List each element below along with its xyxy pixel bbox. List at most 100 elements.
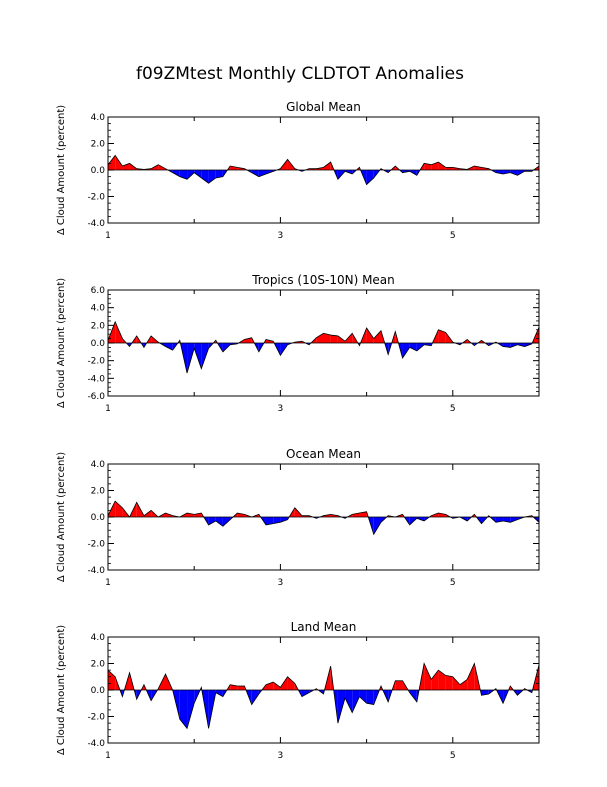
negative-anomaly-area [179, 690, 188, 729]
positive-anomaly-area [445, 675, 453, 690]
y-axis-label: Δ Cloud Amount (percent) [56, 452, 67, 582]
positive-anomaly-area [424, 663, 432, 690]
negative-anomaly-area [337, 690, 346, 724]
series-line [107, 662, 540, 730]
x-tick-label: 3 [278, 751, 284, 761]
y-tick-label: 0.0 [91, 166, 106, 176]
x-tick-label: 5 [450, 751, 456, 761]
positive-anomaly-area [266, 339, 274, 343]
panel-title: Land Mean [291, 620, 357, 634]
y-tick-label: -2.0 [87, 193, 105, 203]
x-tick-label: 5 [450, 578, 456, 588]
x-tick-label: 3 [278, 404, 284, 414]
y-tick-label: -6.0 [87, 392, 105, 402]
negative-anomaly-area [510, 170, 518, 176]
series-line [107, 320, 540, 374]
y-tick-label: -2.0 [87, 713, 105, 723]
negative-anomaly-area [366, 170, 374, 185]
y-axis-label: Δ Cloud Amount (percent) [56, 278, 67, 408]
x-tick-label: 1 [105, 231, 111, 241]
positive-anomaly-area [194, 513, 202, 517]
positive-anomaly-area [373, 330, 381, 343]
negative-anomaly-area [201, 343, 209, 369]
positive-anomaly-area [438, 329, 446, 343]
y-tick-label: 2.0 [91, 487, 106, 497]
x-tick-label: 1 [105, 578, 111, 588]
y-tick-label: 0.0 [91, 339, 106, 349]
figure-title: f09ZMtest Monthly CLDTOT Anomalies [136, 64, 464, 84]
negative-anomaly-area [194, 170, 202, 178]
y-tick-label: -2.0 [87, 357, 105, 367]
negative-anomaly-area [215, 170, 223, 178]
y-tick-label: -2.0 [87, 540, 105, 550]
y-tick-label: 6.0 [91, 286, 106, 296]
chart-panel-4: Land Mean 4.0 2.0 0.0 -2.0 -4.01 3 5 Δ Cloud Amo… [56, 620, 540, 761]
y-tick-label: 2.0 [91, 140, 106, 150]
positive-anomaly-area [115, 501, 123, 517]
negative-anomaly-area [222, 517, 231, 527]
series-line [107, 154, 540, 186]
negative-anomaly-area [409, 343, 417, 351]
y-axis-label: Δ Cloud Amount (percent) [56, 105, 67, 235]
series-line [107, 500, 540, 536]
positive-anomaly-area [431, 670, 439, 690]
negative-anomaly-area [194, 343, 202, 369]
chart-panel-2: Tropics (10S-10N) Mean 6.0 4.0 2.0 0.0 -2.0 -4… [56, 273, 540, 414]
x-tick-label: 1 [105, 751, 111, 761]
y-tick-label: 4.0 [91, 304, 106, 314]
chart-panel-3: Ocean Mean 4.0 2.0 0.0 -2.0 -4.01 3 5 Δ Cloud Am… [56, 447, 540, 588]
positive-anomaly-area [452, 676, 460, 690]
y-tick-label: -4.0 [87, 374, 105, 384]
x-tick-label: 1 [105, 404, 111, 414]
y-tick-label: 2.0 [91, 660, 106, 670]
positive-anomaly-area [244, 337, 252, 343]
negative-anomaly-area [366, 690, 374, 705]
negative-anomaly-area [359, 690, 367, 704]
positive-anomaly-area [445, 167, 453, 170]
negative-anomaly-area [251, 690, 259, 705]
positive-anomaly-area [330, 335, 338, 343]
positive-anomaly-area [108, 155, 116, 170]
y-tick-label: 0.0 [91, 513, 106, 523]
positive-anomaly-area [438, 162, 446, 170]
negative-anomaly-area [503, 343, 511, 348]
positive-anomaly-area [438, 513, 446, 517]
positive-anomaly-area [459, 679, 468, 690]
positive-anomaly-area [352, 513, 360, 517]
negative-anomaly-area [208, 170, 216, 184]
y-tick-label: -4.0 [87, 219, 105, 229]
negative-anomaly-area [187, 690, 195, 729]
negative-anomaly-area [345, 690, 353, 713]
negative-anomaly-area [409, 690, 417, 702]
positive-anomaly-area [115, 155, 123, 170]
negative-anomaly-area [215, 517, 223, 527]
negative-anomaly-area [517, 343, 525, 347]
negative-anomaly-area [266, 517, 274, 525]
y-tick-label: 4.0 [91, 460, 106, 470]
negative-anomaly-area [510, 517, 518, 523]
positive-anomaly-area [287, 676, 295, 690]
negative-anomaly-area [215, 690, 223, 697]
positive-anomaly-area [187, 513, 195, 517]
positive-anomaly-area [237, 513, 245, 517]
positive-anomaly-area [316, 333, 324, 343]
negative-anomaly-area [187, 170, 195, 180]
positive-anomaly-area [424, 163, 432, 170]
positive-anomaly-area [395, 680, 403, 690]
positive-anomaly-area [273, 682, 281, 690]
negative-anomaly-area [165, 343, 173, 351]
negative-anomaly-area [510, 343, 518, 348]
panel-title: Ocean Mean [286, 447, 361, 461]
positive-anomaly-area [266, 682, 274, 690]
positive-anomaly-area [366, 327, 374, 343]
y-tick-label: -4.0 [87, 739, 105, 749]
positive-anomaly-area [467, 663, 475, 690]
panel-title: Tropics (10S-10N) Mean [251, 273, 395, 287]
x-tick-label: 5 [450, 404, 456, 414]
positive-anomaly-area [122, 163, 130, 170]
negative-anomaly-area [301, 690, 310, 697]
positive-anomaly-area [438, 670, 446, 690]
negative-anomaly-area [373, 517, 381, 535]
y-tick-label: 0.0 [91, 686, 106, 696]
positive-anomaly-area [323, 333, 331, 343]
